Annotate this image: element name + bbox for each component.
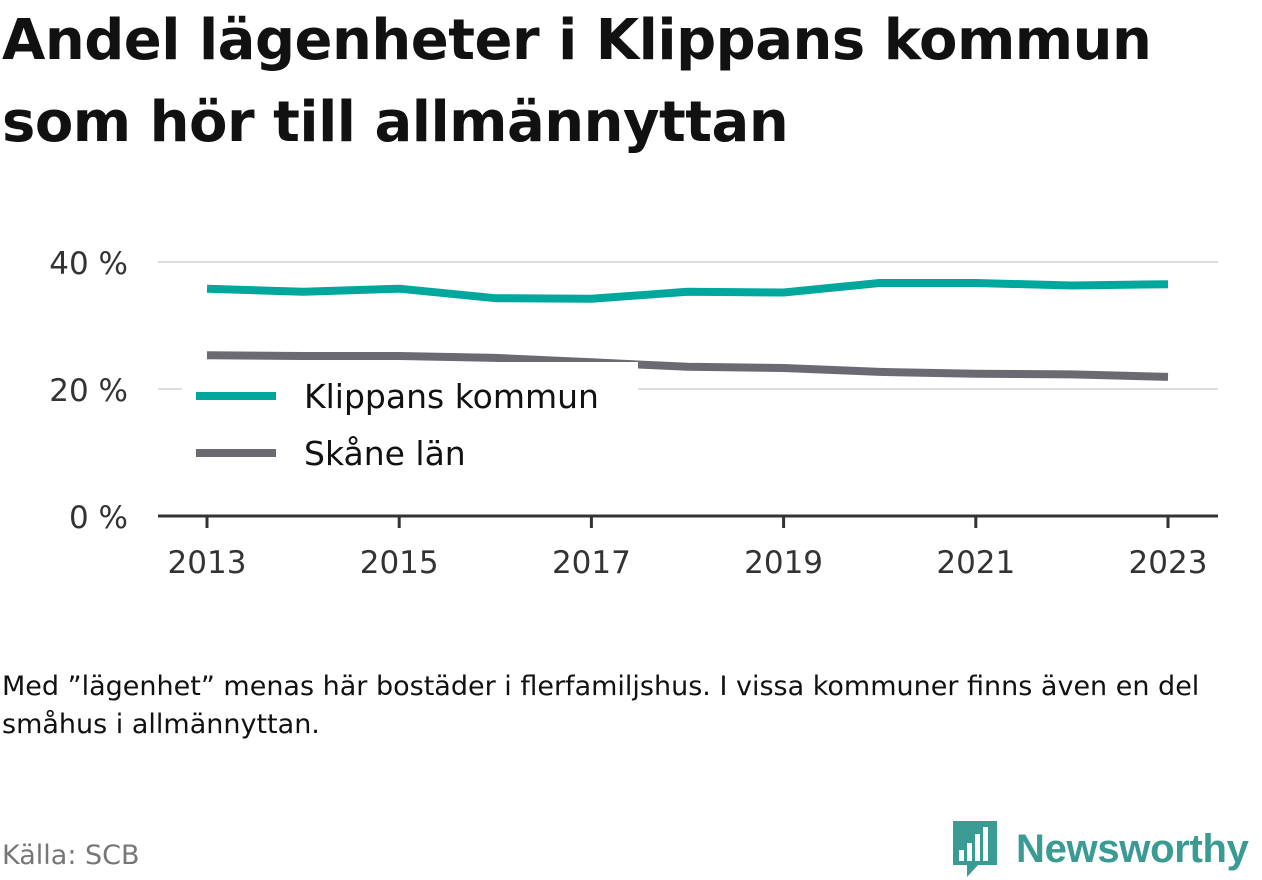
- x-tick-label: 2015: [360, 545, 439, 581]
- x-tick-label: 2021: [936, 545, 1015, 581]
- newsworthy-logo-icon: [953, 821, 997, 877]
- y-axis-ticks: 0 % 20 % 40 %: [49, 246, 128, 536]
- series-lines: [206, 279, 1169, 381]
- legend-background: [182, 362, 638, 488]
- series-line-skane-lan: [206, 351, 1169, 381]
- y-tick-label: 20 %: [49, 373, 128, 409]
- series-line-klippans-kommun: [206, 279, 1169, 303]
- brand-name: Newsworthy: [1016, 826, 1249, 871]
- x-axis: 2013 2015 2017 2019 2021 2023: [158, 514, 1218, 581]
- x-tick-label: 2019: [744, 545, 823, 581]
- y-tick-label: 40 %: [49, 246, 128, 282]
- chart-title: Andel lägenheter i Klippans kommun som h…: [2, 8, 1152, 155]
- legend: Klippans kommun Skåne län: [182, 362, 638, 488]
- y-tick-label: 0 %: [69, 500, 128, 536]
- x-tick-label: 2023: [1129, 545, 1208, 581]
- x-tick-label: 2013: [168, 545, 247, 581]
- source-label: Källa: SCB: [2, 840, 140, 871]
- chart-note: Med ”lägenhet” menas här bostäder i fler…: [2, 671, 1200, 740]
- legend-label-klippans-kommun: Klippans kommun: [304, 377, 599, 416]
- legend-label-skane-lan: Skåne län: [304, 434, 466, 473]
- brand-logo: Newsworthy: [950, 818, 1249, 880]
- line-chart: 0 % 20 % 40 % Klippans kommun Skåne län 20…: [49, 246, 1218, 581]
- x-tick-label: 2017: [552, 545, 631, 581]
